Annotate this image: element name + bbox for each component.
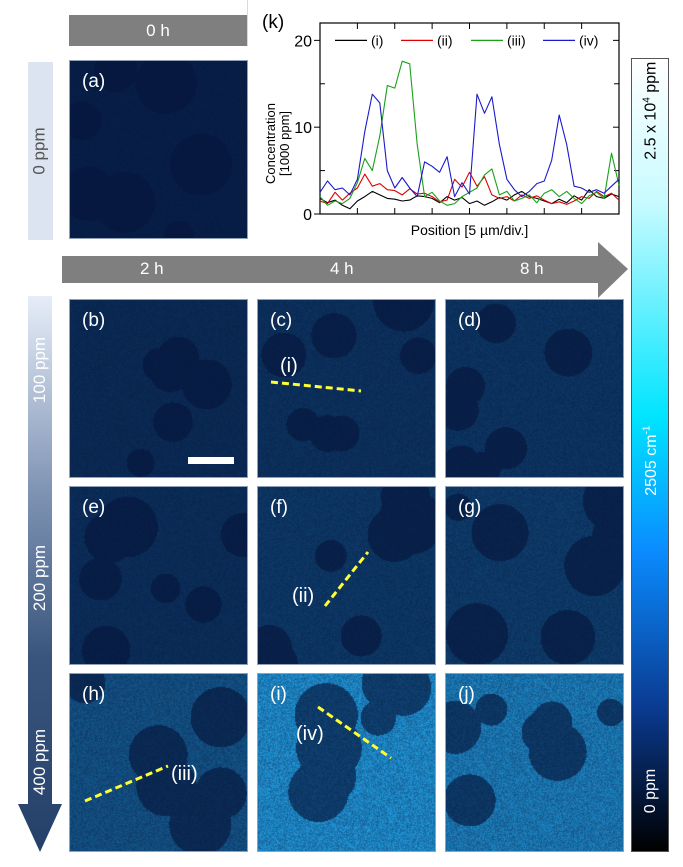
colorbar-min-label: 0 ppm (642, 768, 659, 814)
dose-arrow-shape (18, 296, 62, 852)
y-axis-label: Concentration (263, 103, 278, 184)
panel-label: (c) (270, 310, 293, 331)
legend-label: (ii) (437, 32, 453, 48)
dose-arrow (18, 296, 62, 852)
y-tick-label: 10 (294, 120, 312, 137)
image-panel-a: (a) (69, 60, 248, 239)
image-panel-h: (h) (69, 673, 248, 852)
time-label-4h: 4 h (330, 259, 354, 278)
panel-label: (e) (82, 497, 106, 518)
chart-panel-label: (k) (262, 12, 285, 33)
legend-label: (iii) (507, 32, 526, 48)
micrograph-e (70, 487, 247, 664)
micrograph-d (446, 300, 623, 477)
x-axis-label: Position [5 µm/div.] (411, 222, 529, 238)
profile-label-i: (i) (280, 355, 298, 377)
panel-label: (j) (458, 684, 475, 705)
time-arrow (62, 242, 628, 298)
dose-label-0ppm: 0 ppm (30, 127, 49, 175)
panel-label: (i) (270, 684, 287, 705)
time-label-8h: 8 h (520, 259, 544, 278)
profile-label-iv: (iv) (296, 723, 324, 745)
micrograph-i (258, 674, 435, 851)
image-panel-d: (d) (445, 299, 624, 478)
image-panel-b: (b) (69, 299, 248, 478)
panel-label: (a) (82, 71, 106, 92)
profile-label-iii: (iii) (171, 763, 198, 785)
colorbar-wavenumber-label: 2505 cm-1 (641, 425, 660, 497)
concentration-line-chart: 0 10 20 Position [5 µm/div.] Concentration [1… (263, 22, 620, 238)
dose-label-100ppm: 100 ppm (29, 336, 49, 404)
micrograph-b (70, 300, 247, 477)
micrograph-g (446, 487, 623, 664)
panel-label: (h) (82, 684, 106, 705)
y-tick-label: 20 (294, 33, 312, 50)
y-axis-label-units: [1000 ppm] (277, 111, 292, 176)
legend-label: (i) (371, 32, 383, 48)
time-label-2h: 2 h (140, 259, 164, 278)
panel-label: (f) (270, 497, 288, 518)
image-panel-f: (f) (257, 486, 436, 665)
panel-label: (b) (82, 310, 106, 331)
time-header-0h: 0 h (69, 15, 247, 46)
panel-label: (d) (458, 310, 482, 331)
colorbar: 2.5 x 104 ppm 2505 cm-1 0 ppm (631, 58, 669, 852)
legend-label: (iv) (579, 32, 598, 48)
colorbar-max-label: 2.5 x 104 ppm (641, 61, 660, 161)
time-arrow-shape (62, 242, 628, 298)
y-tick-label: 0 (303, 207, 312, 224)
image-panel-c: (c) (257, 299, 436, 478)
micrograph-h (70, 674, 247, 851)
micrograph-j (446, 674, 623, 851)
image-panel-i: (i) (257, 673, 436, 852)
scale-bar (188, 457, 234, 464)
image-panel-e: (e) (69, 486, 248, 665)
time-label: 0 h (146, 20, 170, 40)
profile-label-ii: (ii) (292, 585, 315, 607)
dose-label-200ppm: 200 ppm (29, 544, 49, 612)
panel-label: (g) (458, 497, 482, 518)
dose-label-400ppm: 400 ppm (29, 728, 49, 796)
image-panel-j: (j) (445, 673, 624, 852)
divider-line (247, 0, 248, 46)
micrograph-a (70, 61, 247, 238)
image-panel-g: (g) (445, 486, 624, 665)
dose-header-0ppm: 0 ppm (28, 62, 53, 240)
